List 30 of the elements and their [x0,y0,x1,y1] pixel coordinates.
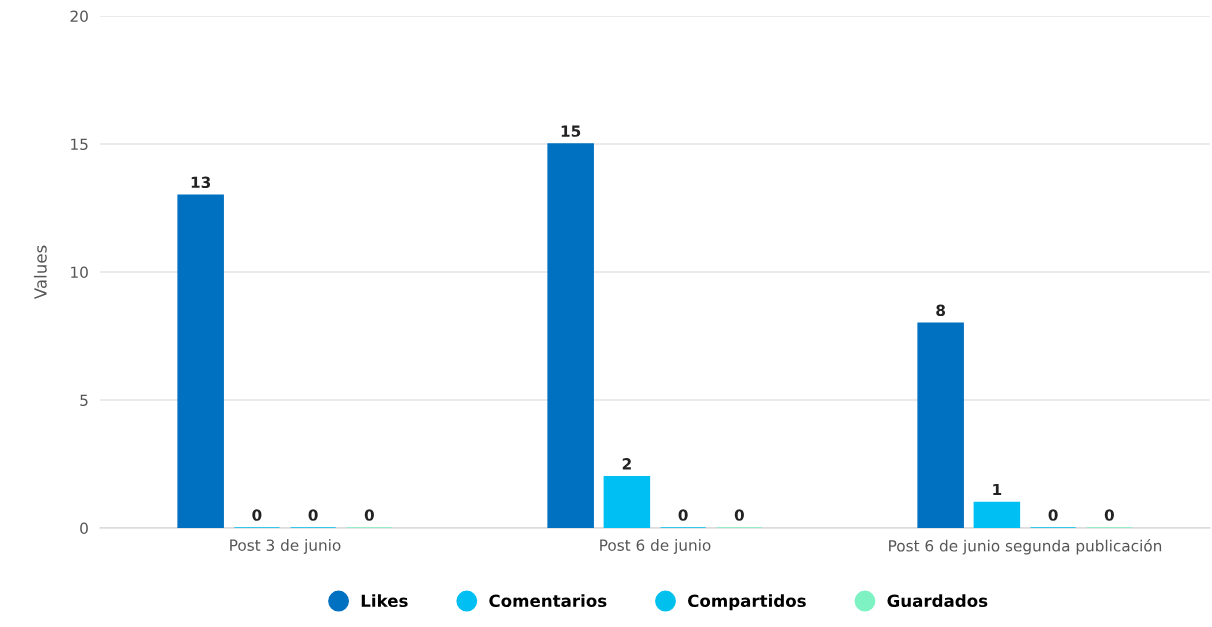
legend-label: Compartidos [688,594,806,611]
data-label: 15 [561,125,581,137]
y-tick-label: 5 [80,394,88,407]
data-label: 0 [1048,509,1058,521]
data-label: 2 [622,458,631,470]
y-tick-label: 10 [71,266,88,279]
bar [177,194,224,528]
data-label: 0 [252,509,262,521]
x-tick-label: Post 3 de junio [230,539,341,554]
bar [917,322,964,528]
legend-label: Guardados [887,594,988,608]
bar [547,143,594,528]
data-label: 0 [308,509,318,521]
data-label: 0 [364,509,374,521]
bar [973,501,1021,528]
x-tick-label: Post 6 de junio [600,539,711,554]
y-tick-label: 15 [71,138,88,151]
y-tick-label: 20 [70,10,88,23]
data-label: 8 [936,304,946,317]
y-tick-label: 0 [80,522,88,535]
data-label: 0 [734,509,744,521]
data-label: 0 [678,509,688,521]
bar [603,476,651,528]
data-label: 1 [993,483,1002,496]
data-label: 0 [1104,509,1114,521]
x-tick-label: Post 6 de junio segunda publicación [889,539,1162,555]
data-label: 13 [191,176,211,189]
y-axis-title: Values [33,245,47,300]
legend-label: Comentarios [489,594,607,608]
legend-label: Likes [361,594,408,608]
